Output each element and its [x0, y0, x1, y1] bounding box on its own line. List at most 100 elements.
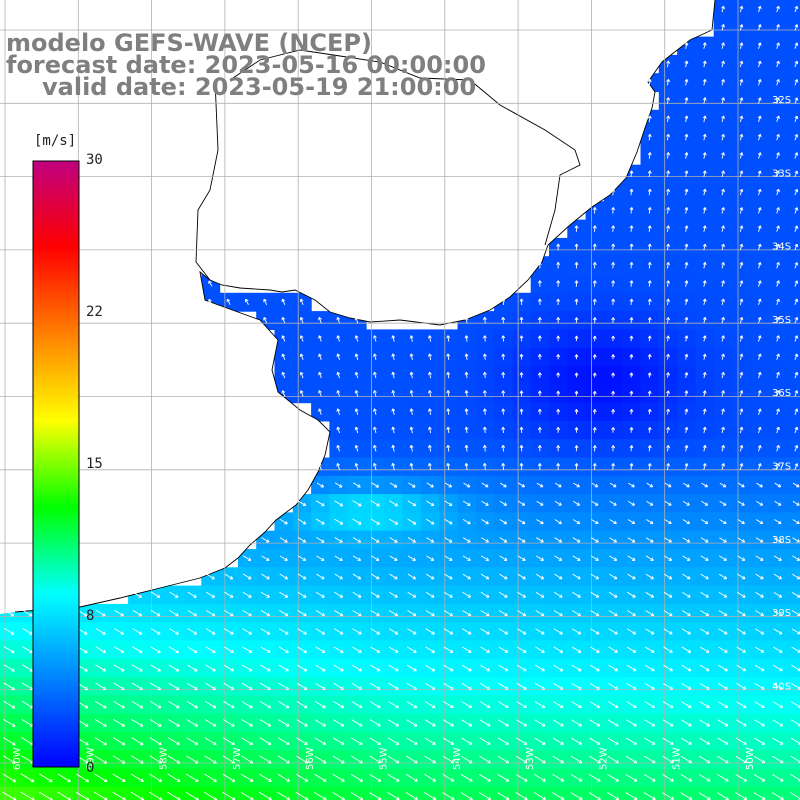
- wind-arrow: [666, 335, 670, 342]
- wind-arrow: [737, 519, 745, 525]
- wind-speed-cell: [786, 347, 800, 367]
- wind-speed-cell: [494, 786, 513, 800]
- wind-arrow: [501, 408, 506, 415]
- wind-arrow: [629, 243, 634, 251]
- wind-arrow: [501, 444, 506, 452]
- wind-arrow: [776, 353, 780, 360]
- wind-arrow: [464, 426, 469, 434]
- wind-arrow: [757, 97, 762, 104]
- wind-arrow: [556, 262, 561, 269]
- wind-speed-cell: [786, 549, 800, 568]
- wind-arrow: [739, 207, 744, 214]
- wind-speed-cell: [420, 786, 440, 800]
- wind-arrow: [739, 115, 744, 123]
- wind-speed-cell: [366, 786, 385, 800]
- wind-arrow: [299, 298, 304, 306]
- wind-speed-cell: [786, 713, 800, 733]
- wind-arrow: [757, 207, 762, 214]
- wind-arrow: [739, 225, 744, 232]
- wind-speed-cell: [146, 786, 166, 800]
- wind-arrow: [794, 298, 799, 306]
- wind-arrow: [537, 390, 542, 397]
- wind-arrow: [409, 353, 414, 360]
- wind-arrow: [611, 409, 615, 415]
- wind-speed-cell: [786, 750, 800, 770]
- wind-arrow: [666, 207, 670, 214]
- wind-speed-cell: [585, 786, 605, 800]
- wind-arrow: [556, 280, 561, 287]
- longitude-label: 52W: [598, 747, 609, 770]
- wind-arrow: [647, 133, 652, 141]
- colorbar-tick-label: 8: [86, 608, 95, 624]
- wind-speed-cell: [567, 786, 587, 800]
- wind-arrow: [702, 426, 707, 434]
- wind-speed-cell: [786, 183, 800, 202]
- wind-speed-cell: [658, 786, 678, 800]
- wind-arrow: [556, 372, 561, 378]
- longitude-label: 57W: [232, 747, 243, 770]
- longitude-label: 53W: [525, 747, 536, 770]
- wind-arrow: [737, 500, 745, 506]
- wind-arrow: [701, 500, 709, 506]
- wind-arrow: [444, 482, 452, 488]
- wind-speed-cell: [109, 786, 129, 800]
- wind-speed-cell: [786, 567, 800, 587]
- wind-arrow: [721, 115, 725, 123]
- wind-arrow: [446, 353, 451, 360]
- wind-arrow: [776, 262, 780, 269]
- wind-arrow: [318, 371, 322, 379]
- wind-arrow: [776, 24, 780, 31]
- wind-arrow: [776, 298, 780, 306]
- wind-arrow: [647, 152, 652, 159]
- wind-arrow: [794, 262, 799, 269]
- wind-arrow: [721, 463, 725, 471]
- wind-arrow: [776, 170, 780, 177]
- wind-arrow: [592, 372, 597, 378]
- wind-arrow: [370, 500, 380, 507]
- wind-arrow: [794, 170, 799, 177]
- wind-arrow: [592, 427, 597, 433]
- wind-arrow: [794, 152, 799, 159]
- wind-arrow: [702, 152, 707, 159]
- wind-arrow: [391, 371, 396, 379]
- wind-arrow: [334, 537, 343, 543]
- wind-arrow: [428, 390, 432, 397]
- wind-speed-cell: [786, 695, 800, 715]
- wind-arrow: [702, 42, 707, 49]
- wind-arrow: [629, 298, 634, 305]
- wind-arrow: [739, 426, 744, 434]
- wind-speed-cell: [512, 786, 532, 800]
- wind-arrow: [757, 426, 762, 434]
- wind-arrow: [702, 298, 707, 306]
- wind-arrow: [757, 79, 762, 86]
- wind-arrow: [281, 298, 286, 306]
- wind-arrow: [702, 444, 707, 452]
- wind-arrow: [428, 426, 432, 434]
- wind-speed-cell: [91, 786, 111, 800]
- wind-arrow: [373, 408, 377, 415]
- wind-arrow: [739, 371, 744, 379]
- wind-arrow: [757, 335, 762, 342]
- wind-arrow: [208, 280, 213, 287]
- wind-arrow: [647, 372, 652, 378]
- wind-arrow: [572, 519, 581, 525]
- wind-arrow: [556, 408, 561, 415]
- wind-arrow: [501, 426, 506, 434]
- wind-arrow: [373, 426, 377, 434]
- wind-arrow: [482, 353, 487, 360]
- wind-arrow: [684, 261, 689, 269]
- wind-speed-cell: [164, 786, 184, 800]
- wind-arrow: [721, 298, 725, 306]
- wind-arrow: [757, 133, 762, 141]
- wind-arrow: [611, 261, 616, 269]
- wind-arrow: [756, 482, 763, 488]
- wind-arrow: [739, 188, 744, 196]
- wind-arrow: [388, 518, 399, 525]
- wind-speed-cell: [274, 786, 294, 800]
- wind-speed-cell: [786, 603, 800, 623]
- wind-arrow: [609, 482, 617, 488]
- wind-speed-cell: [786, 475, 800, 495]
- wind-arrow: [556, 298, 561, 305]
- wind-arrow: [409, 444, 414, 452]
- wind-arrow: [666, 280, 670, 287]
